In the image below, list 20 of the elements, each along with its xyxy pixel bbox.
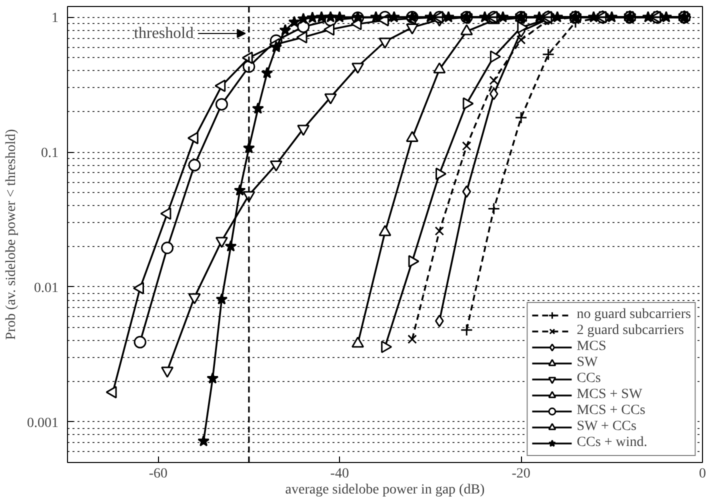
legend-label: CCs [576, 371, 601, 387]
x-tick-label: -40 [330, 466, 349, 482]
legend-label: SW + CCs [576, 419, 636, 435]
y-tick-label: 0.1 [41, 146, 58, 162]
legend-label: no guard subcarriers [576, 307, 691, 323]
legend-label: 2 guard subcarriers [576, 323, 684, 339]
x-tick-label: 0 [699, 466, 706, 482]
y-tick-label: 0.001 [27, 416, 58, 431]
legend-label: SW [576, 355, 598, 371]
x-tick-label: -60 [148, 466, 168, 482]
legend-label: MCS + CCs [576, 403, 646, 419]
y-axis-title: Prob (av. sidelobe power < threshold) [4, 128, 19, 340]
x-axis-title: average sidelobe power in gap (dB) [285, 482, 486, 498]
y-tick-label: 0.01 [34, 280, 58, 296]
legend-label: CCs + wind. [576, 435, 648, 451]
legend-label: MCS [576, 339, 606, 355]
y-tick-label: 1 [52, 11, 58, 26]
x-tick-label: -20 [512, 466, 530, 482]
ref-line-label: threshold [134, 24, 194, 42]
legend-label: MCS + SW [576, 387, 642, 403]
